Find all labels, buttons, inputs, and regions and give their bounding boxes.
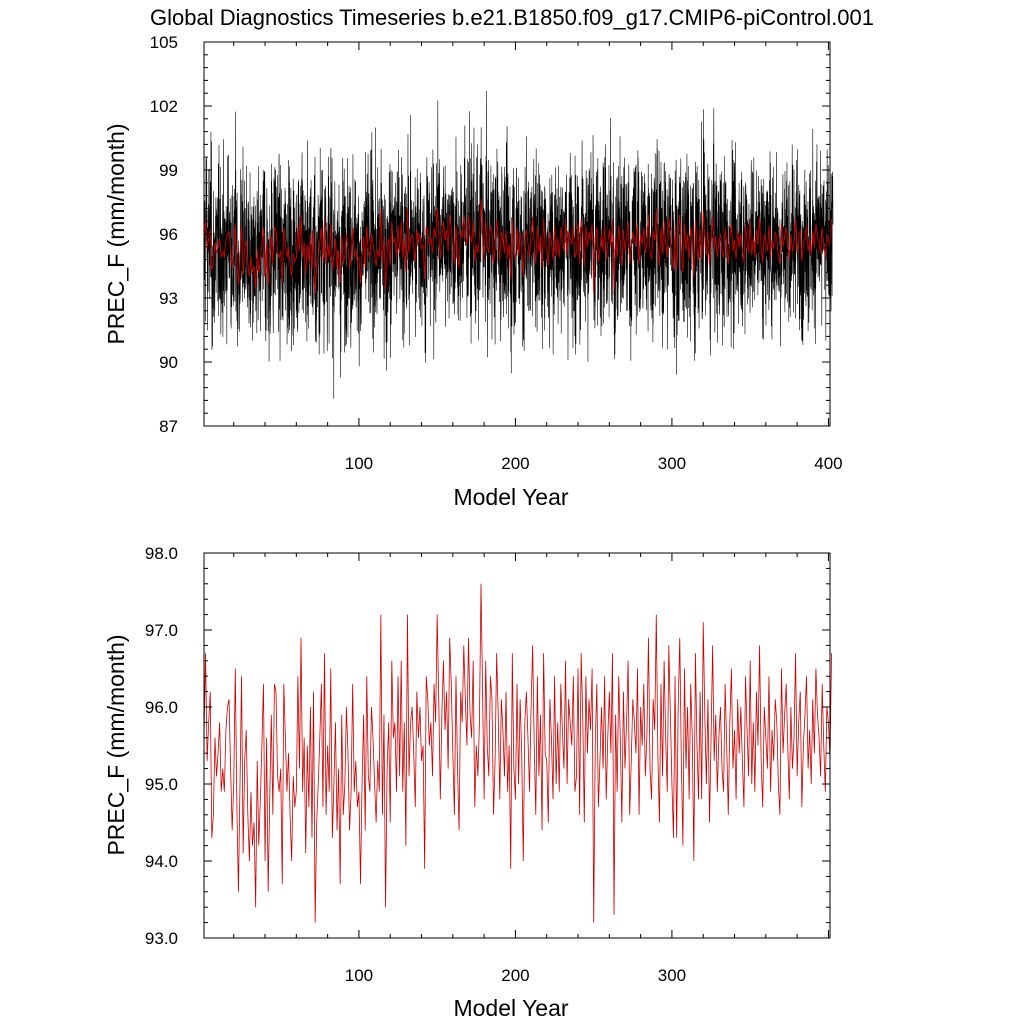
x-tick-label: 300	[658, 966, 686, 985]
x-tick-label: 100	[345, 966, 373, 985]
bottom-panel: 93.0 94.0 95.0 96.0 97.0 98.0 100 200 300 PREC_F…	[103, 544, 832, 1021]
top-ylabel: PREC_F (mm/month)	[103, 123, 129, 344]
monthly-line	[203, 90, 834, 399]
figure-title: Global Diagnostics Timeseries b.e21.B185…	[150, 5, 874, 30]
x-tick-label: 200	[501, 454, 529, 473]
y-tick-label: 98.0	[145, 544, 178, 563]
bottom-xlabel: Model Year	[453, 995, 568, 1021]
x-tick-label: 300	[658, 454, 686, 473]
y-tick-label: 95.0	[145, 775, 178, 794]
y-tick-label: 94.0	[145, 852, 178, 871]
bottom-plot-area	[203, 583, 832, 923]
y-tick-label: 90	[159, 353, 178, 372]
top-panel: 87 90 93 96 99 102 105 100 200 300 400 PREC_F (mm/…	[103, 33, 843, 510]
y-tick-label: 93.0	[145, 929, 178, 948]
top-xlabel: Model Year	[453, 484, 568, 510]
y-tick-label: 102	[150, 97, 178, 116]
x-tick-label: 100	[345, 454, 373, 473]
top-annual-mean-line	[203, 199, 833, 294]
y-tick-label: 93	[159, 289, 178, 308]
y-tick-label: 96	[159, 225, 178, 244]
x-tick-label: 200	[501, 966, 529, 985]
annual-mean-line	[203, 583, 832, 923]
top-plot-area	[203, 90, 834, 399]
x-tick-label: 400	[814, 454, 842, 473]
y-tick-label: 99	[159, 161, 178, 180]
bottom-axes: 93.0 94.0 95.0 96.0 97.0 98.0 100 200 300	[145, 544, 830, 985]
top-axes: 87 90 93 96 99 102 105 100 200 300 400	[150, 33, 843, 473]
y-tick-label: 87	[159, 417, 178, 436]
y-tick-label: 96.0	[145, 698, 178, 717]
y-tick-label: 105	[150, 33, 178, 52]
bottom-plot-frame	[203, 552, 831, 939]
bottom-ylabel: PREC_F (mm/month)	[103, 634, 129, 855]
y-tick-label: 97.0	[145, 621, 178, 640]
